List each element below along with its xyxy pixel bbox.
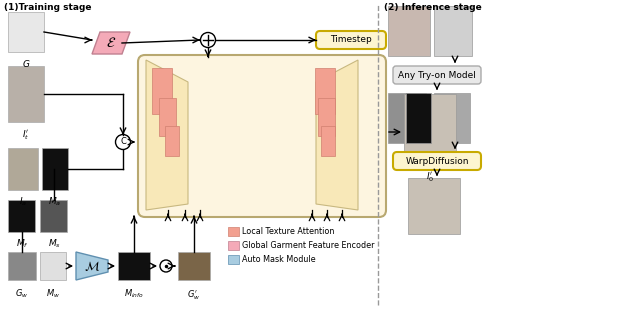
FancyBboxPatch shape bbox=[316, 31, 386, 49]
Bar bbox=[228, 255, 239, 264]
Bar bbox=[42, 148, 68, 190]
Bar bbox=[388, 93, 426, 143]
Bar bbox=[228, 227, 239, 236]
Polygon shape bbox=[146, 60, 188, 210]
Bar bbox=[228, 241, 239, 250]
Bar bbox=[434, 93, 470, 143]
Bar bbox=[40, 252, 66, 280]
Bar bbox=[408, 178, 460, 234]
Bar bbox=[321, 126, 335, 156]
Bar bbox=[8, 148, 38, 190]
Text: $\mathcal{E}$: $\mathcal{E}$ bbox=[106, 36, 116, 50]
Text: $\mathcal{M}$: $\mathcal{M}$ bbox=[84, 259, 100, 273]
Bar bbox=[8, 252, 36, 280]
Circle shape bbox=[160, 260, 172, 272]
Text: Auto Mask Module: Auto Mask Module bbox=[242, 255, 316, 264]
Bar bbox=[118, 252, 150, 280]
Text: (2) Inference stage: (2) Inference stage bbox=[384, 3, 482, 12]
Bar bbox=[40, 200, 67, 232]
Text: WarpDiffusion: WarpDiffusion bbox=[405, 157, 468, 166]
Polygon shape bbox=[316, 60, 358, 210]
Circle shape bbox=[115, 135, 131, 149]
Bar bbox=[406, 93, 431, 143]
FancyBboxPatch shape bbox=[393, 152, 481, 170]
Bar bbox=[178, 252, 210, 280]
Bar bbox=[318, 98, 335, 136]
Text: $M_w$: $M_w$ bbox=[46, 288, 60, 300]
Bar bbox=[8, 12, 44, 52]
Text: C: C bbox=[120, 138, 126, 147]
Text: Local Texture Attention: Local Texture Attention bbox=[242, 227, 334, 236]
Text: $M_f$: $M_f$ bbox=[15, 238, 28, 250]
Text: $M_s$: $M_s$ bbox=[47, 238, 60, 250]
Text: $I_0'$: $I_0'$ bbox=[426, 170, 434, 184]
Bar bbox=[388, 6, 430, 56]
Bar bbox=[315, 68, 335, 114]
Text: $G$: $G$ bbox=[22, 58, 30, 69]
Polygon shape bbox=[92, 32, 130, 54]
Text: Any Try-on Model: Any Try-on Model bbox=[398, 70, 476, 79]
Text: $M_a$: $M_a$ bbox=[49, 196, 61, 209]
Bar bbox=[159, 98, 176, 136]
Bar bbox=[165, 126, 179, 156]
FancyBboxPatch shape bbox=[138, 55, 386, 217]
Text: $I_a$: $I_a$ bbox=[19, 196, 27, 209]
Text: $G_w$: $G_w$ bbox=[15, 288, 29, 300]
Text: (1)Training stage: (1)Training stage bbox=[4, 3, 92, 12]
Bar bbox=[404, 94, 456, 162]
Text: $G_w'$: $G_w'$ bbox=[188, 288, 201, 302]
FancyBboxPatch shape bbox=[393, 66, 481, 84]
Text: $I_t'$: $I_t'$ bbox=[22, 128, 29, 142]
Text: $M_{info}$: $M_{info}$ bbox=[124, 288, 144, 300]
Bar bbox=[152, 68, 172, 114]
Bar bbox=[434, 6, 472, 56]
Text: Global Garment Feature Encoder: Global Garment Feature Encoder bbox=[242, 241, 374, 250]
Text: Timestep: Timestep bbox=[330, 36, 372, 45]
Bar bbox=[8, 200, 35, 232]
Polygon shape bbox=[76, 252, 108, 280]
Circle shape bbox=[200, 33, 216, 47]
Bar bbox=[8, 66, 44, 122]
